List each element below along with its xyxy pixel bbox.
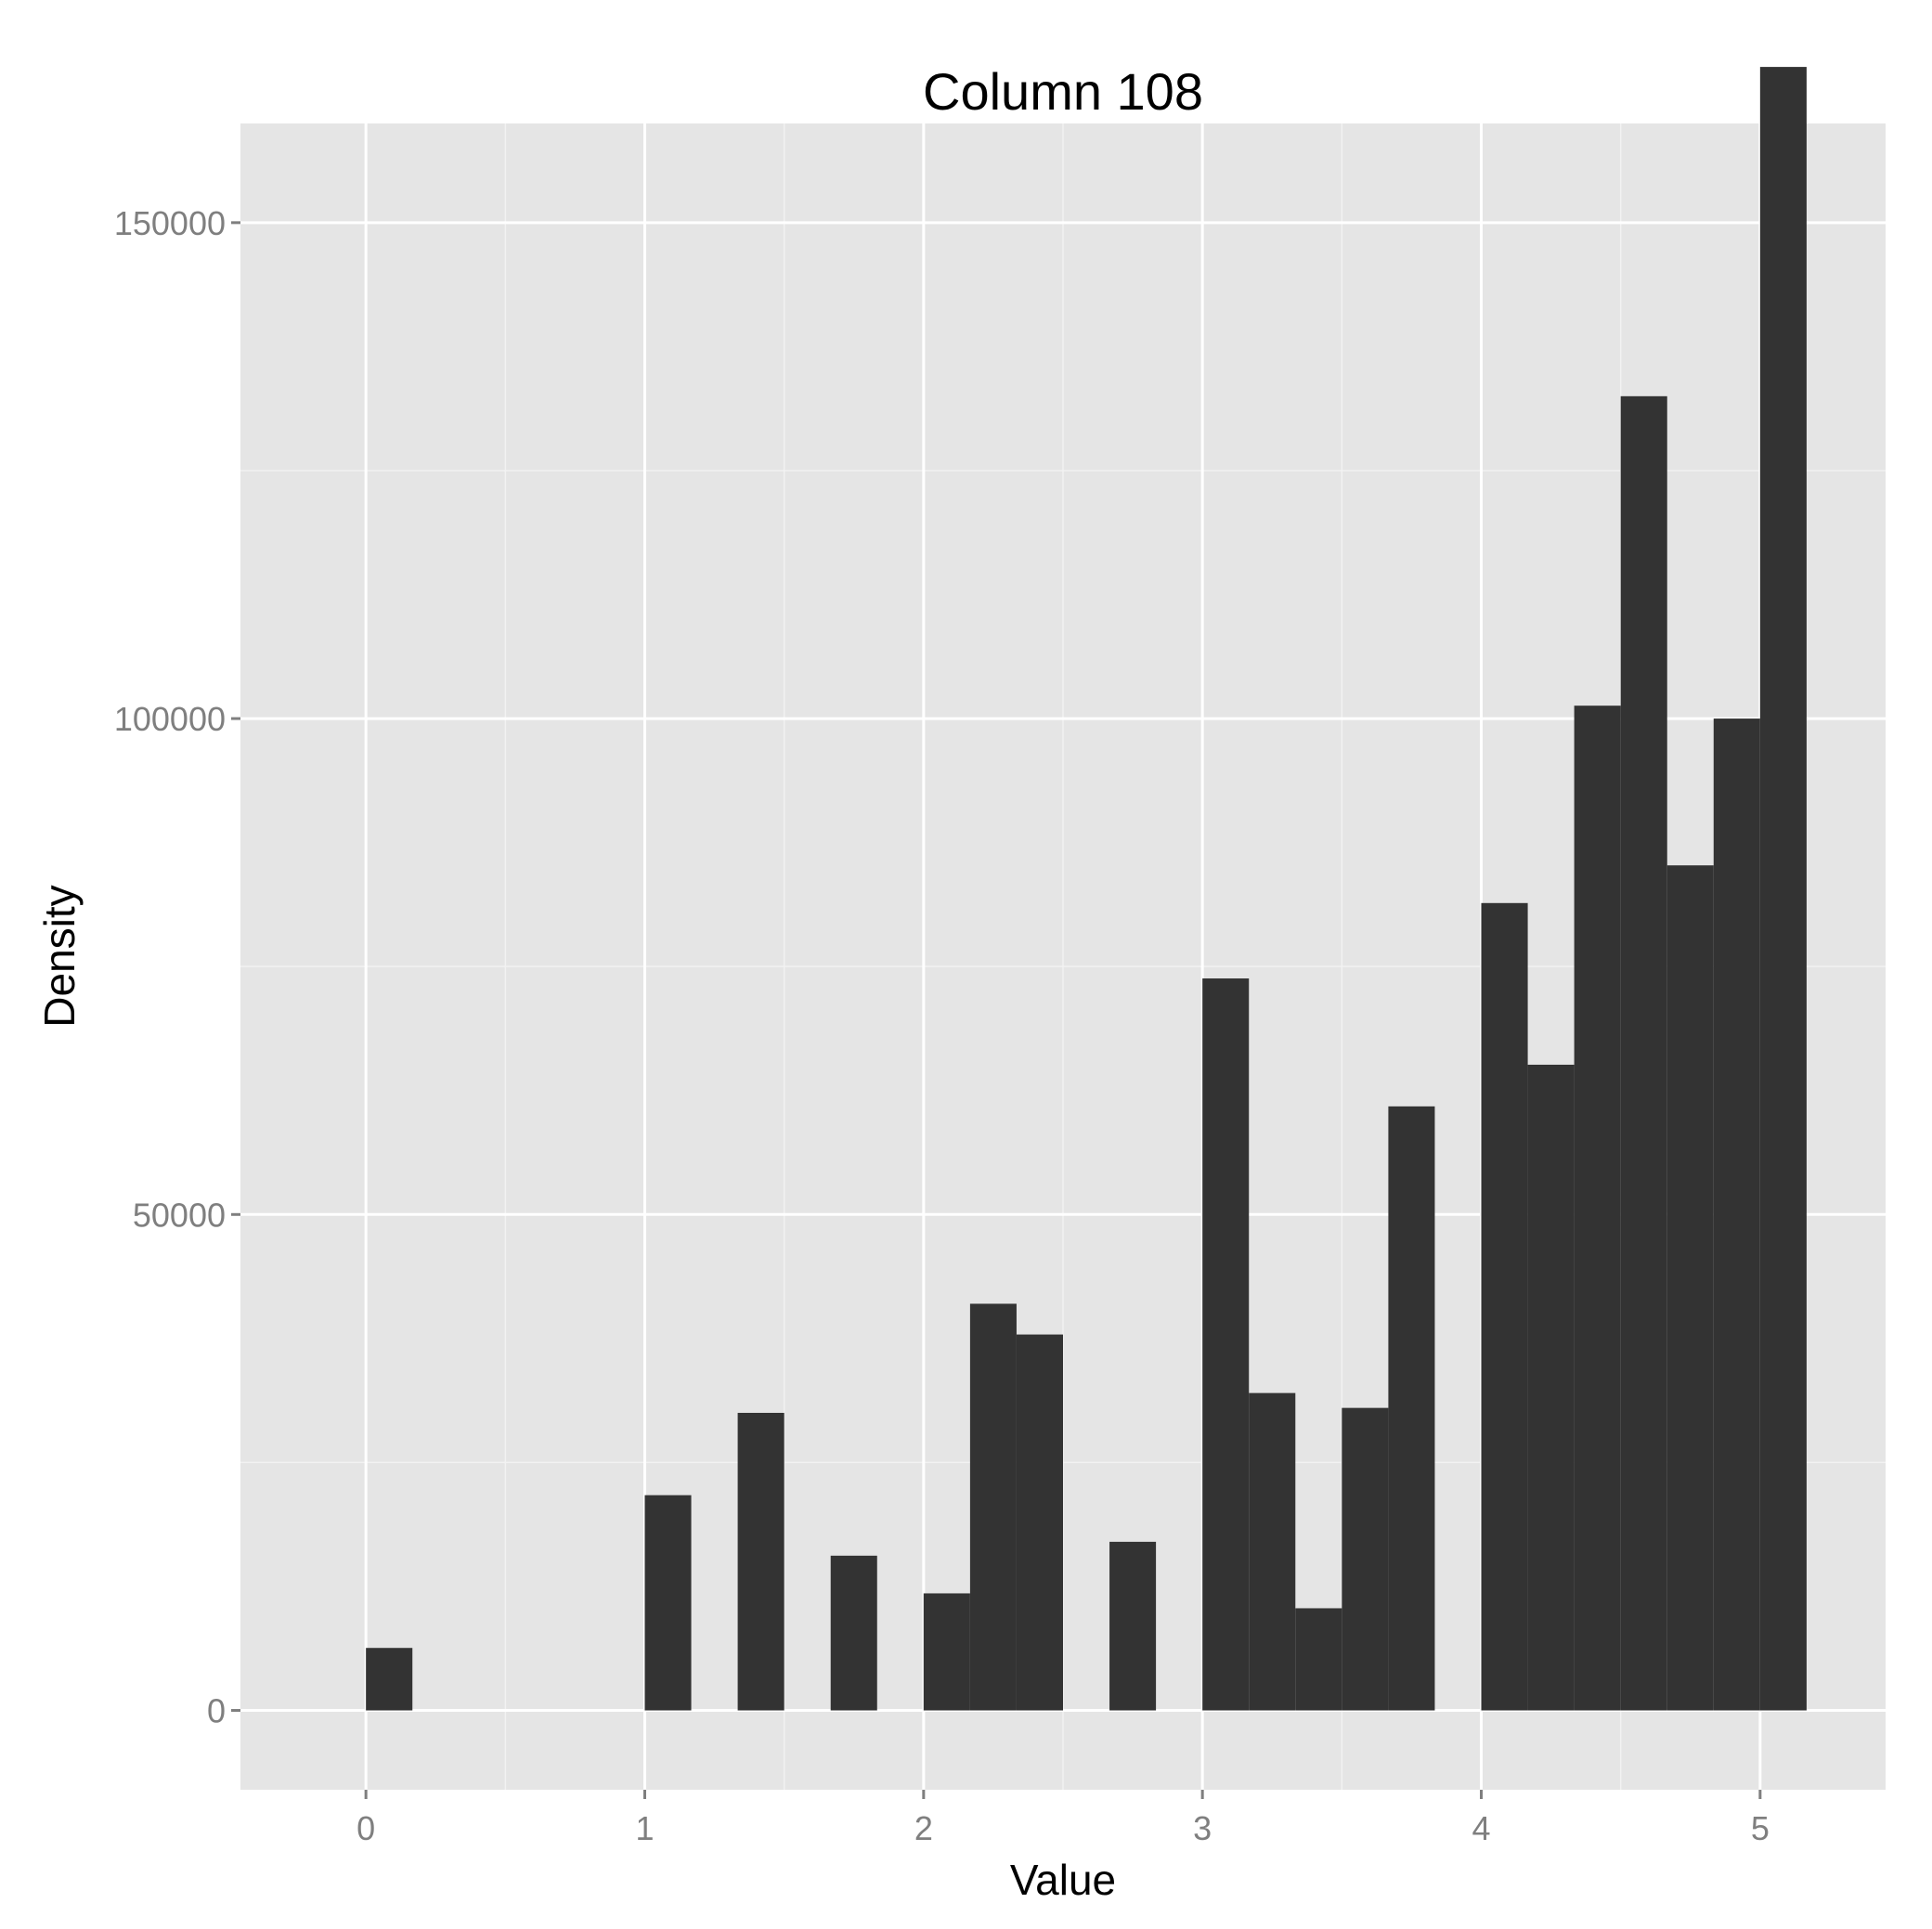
x-tick-label: 5: [1751, 1809, 1770, 1847]
y-tick-label: 50000: [133, 1196, 226, 1234]
x-axis-ticks: 0 1 2 3 4 5: [357, 1790, 1770, 1847]
y-axis-label: Density: [35, 885, 84, 1027]
x-tick-label: 2: [914, 1809, 933, 1847]
histogram-bar: [1713, 719, 1760, 1711]
histogram-bar: [644, 1495, 692, 1711]
histogram-bar: [1574, 706, 1621, 1711]
y-axis-ticks: 0 50000 100000 150000: [114, 204, 240, 1730]
histogram-bars: [366, 67, 1807, 1711]
histogram-bar: [1249, 1392, 1296, 1711]
histogram-bar: [1202, 978, 1250, 1711]
x-tick-label: 1: [635, 1809, 654, 1847]
histogram-bar: [923, 1593, 970, 1711]
histogram-bar: [1759, 67, 1807, 1711]
x-axis-label: Value: [1010, 1856, 1116, 1904]
histogram-bar: [1342, 1407, 1389, 1711]
histogram-bar: [366, 1648, 413, 1711]
histogram-bar: [1295, 1608, 1342, 1711]
histogram-bar: [1481, 902, 1528, 1711]
y-tick-label: 150000: [114, 204, 226, 242]
histogram-bar: [969, 1303, 1017, 1711]
x-tick-label: 4: [1472, 1809, 1490, 1847]
histogram-bar: [1109, 1541, 1157, 1711]
histogram-bar: [737, 1412, 784, 1711]
y-tick-label: 0: [207, 1692, 226, 1730]
histogram-bar: [1620, 395, 1667, 1711]
x-tick-label: 0: [357, 1809, 375, 1847]
histogram-bar: [1527, 1064, 1575, 1711]
x-tick-label: 3: [1193, 1809, 1212, 1847]
histogram-bar: [1666, 865, 1714, 1711]
y-tick-label: 100000: [114, 700, 226, 738]
histogram-bar: [830, 1555, 877, 1711]
chart-title: Column 108: [923, 62, 1203, 121]
histogram-bar: [1016, 1334, 1063, 1711]
histogram-bar: [1388, 1106, 1435, 1711]
